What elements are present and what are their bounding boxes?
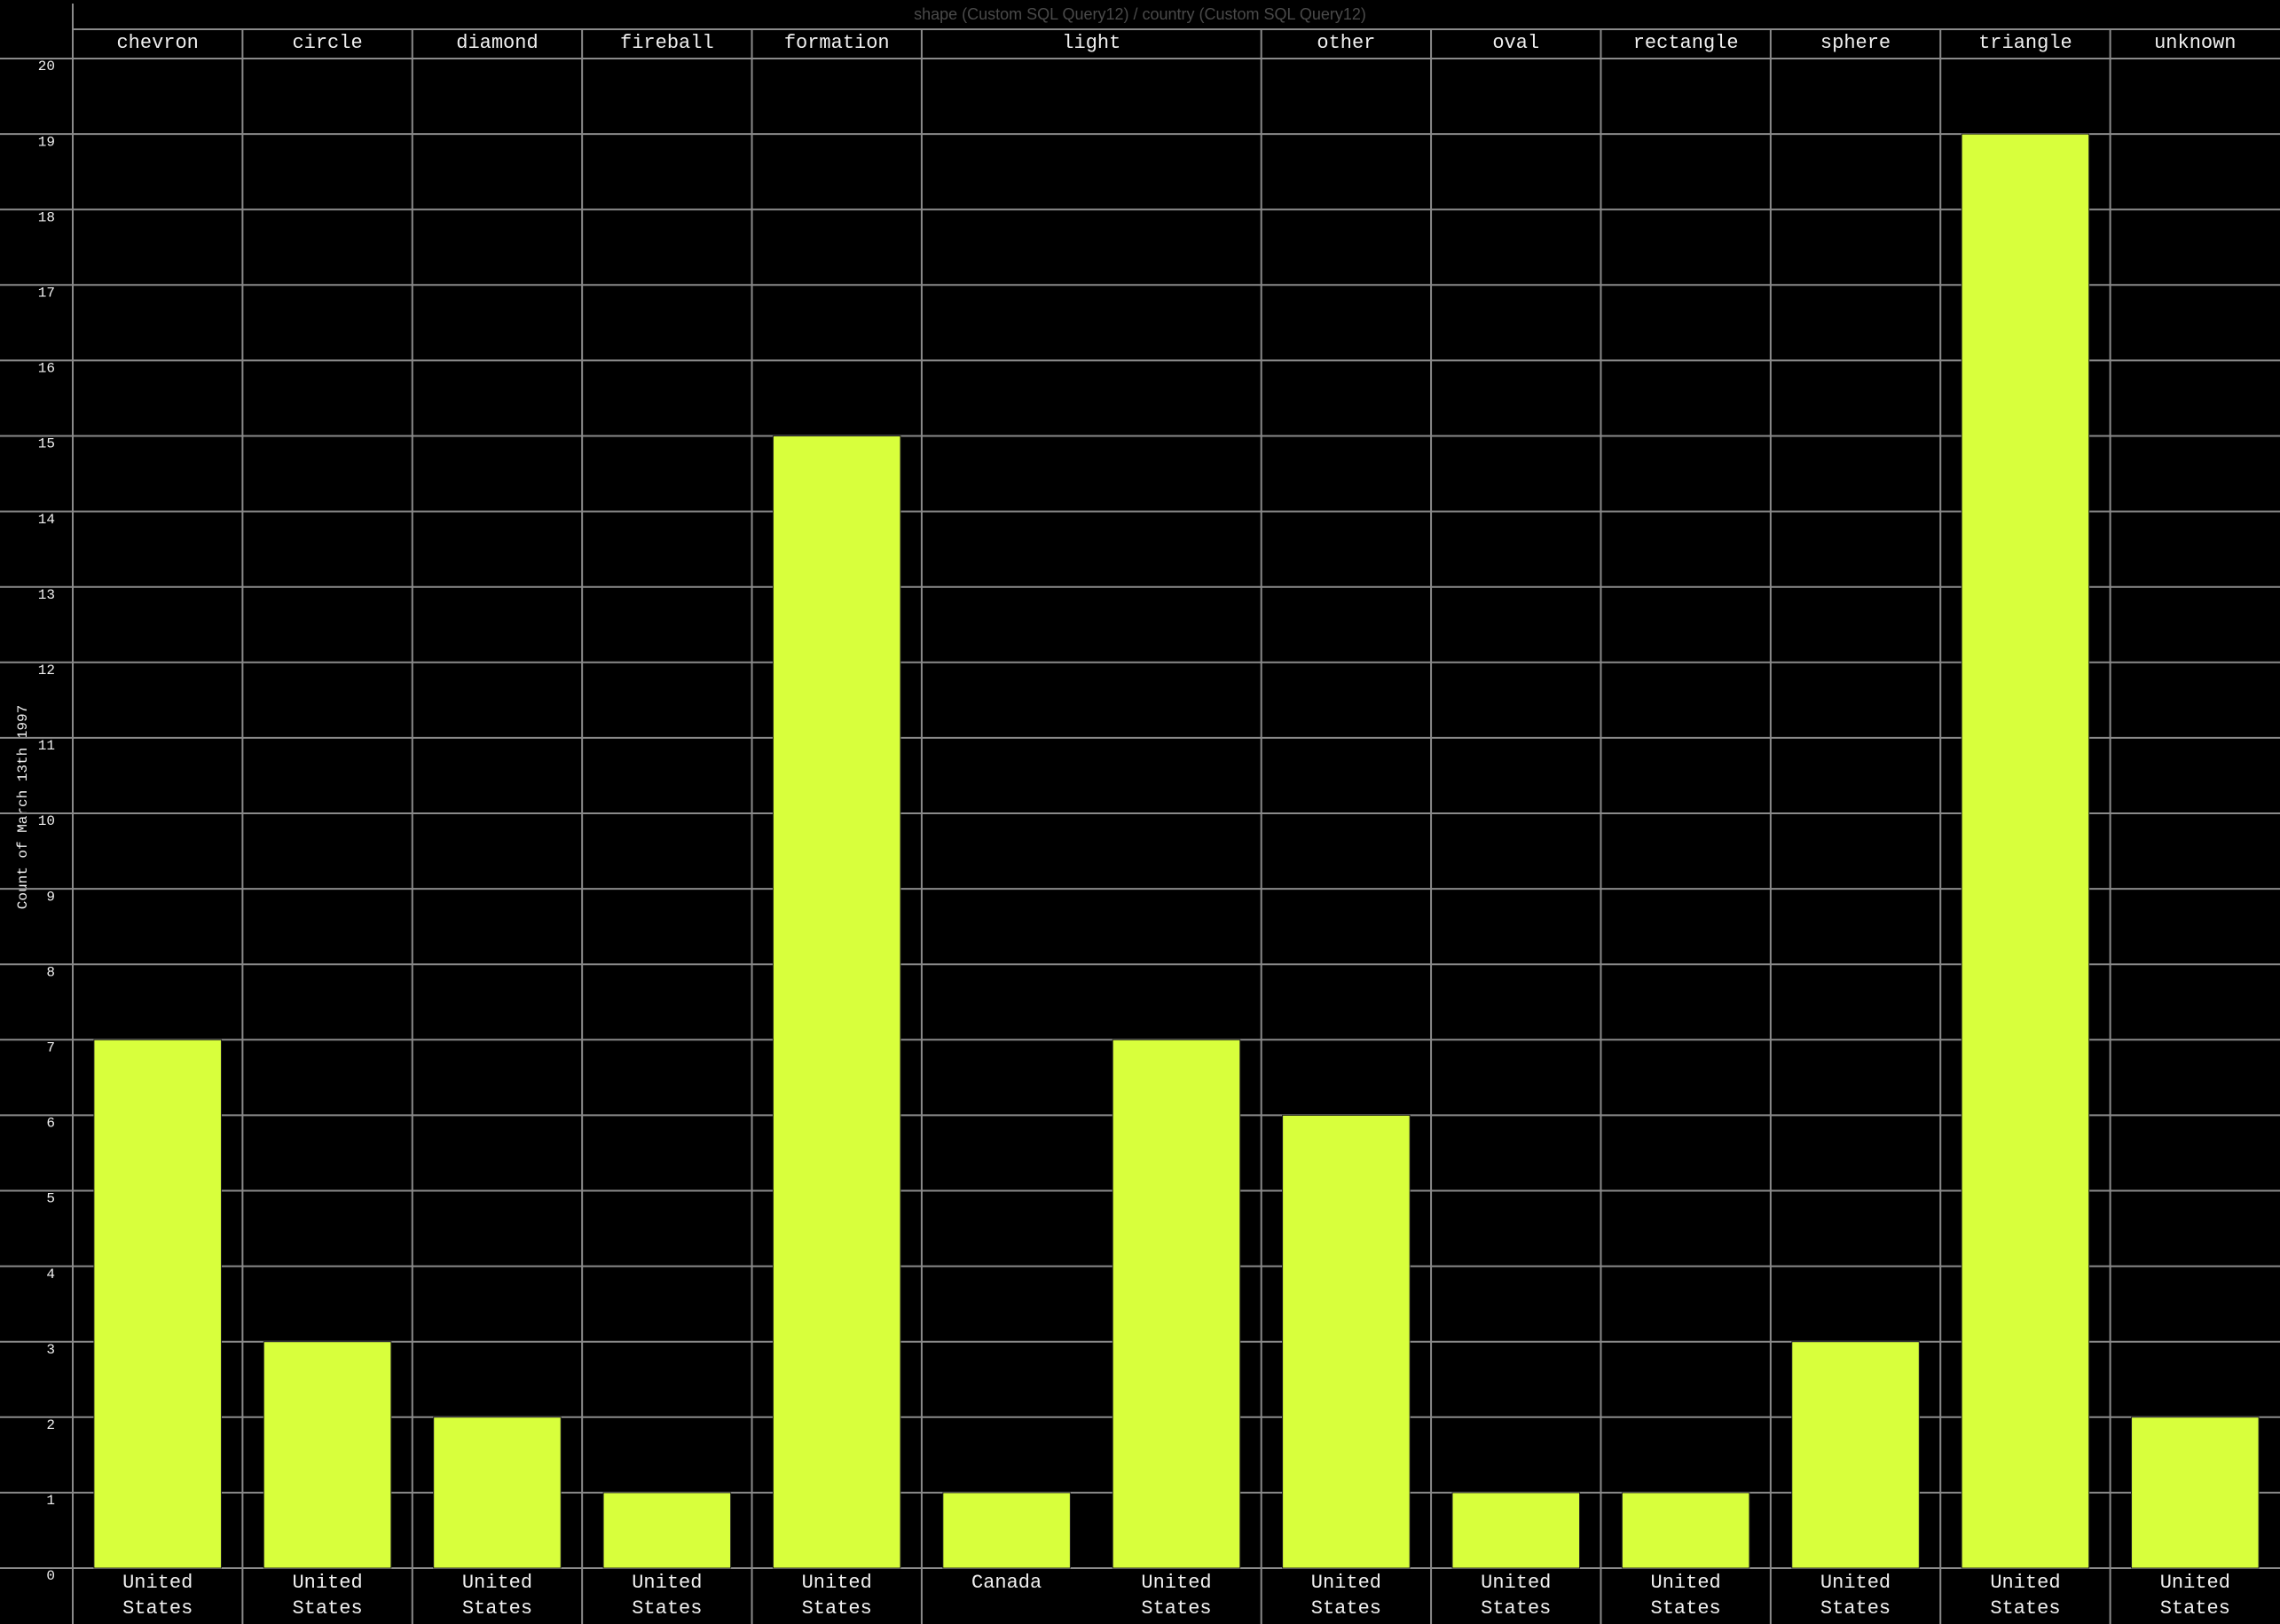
- y-tick-label: 2: [46, 1417, 55, 1433]
- y-tick-label: 14: [38, 512, 55, 528]
- y-tick-label: 12: [38, 663, 55, 679]
- column-header: sphere: [1820, 32, 1891, 54]
- y-tick-label: 3: [46, 1342, 55, 1358]
- x-label-box: United States: [1141, 1572, 1212, 1620]
- column-header: rectangle: [1633, 32, 1739, 54]
- x-tick-label: United States: [1141, 1572, 1212, 1620]
- column-header: circle: [292, 32, 362, 54]
- y-tick-label: 16: [38, 361, 55, 377]
- bar: [1451, 1492, 1581, 1569]
- x-tick-label: United States: [122, 1572, 193, 1620]
- y-axis-label: Count of March 13th 1997: [15, 705, 31, 909]
- column-header: oval: [1492, 32, 1539, 54]
- y-tick-label: 1: [46, 1493, 55, 1509]
- x-label-box: United States: [2159, 1572, 2230, 1620]
- x-label-box: United States: [1650, 1572, 1721, 1620]
- y-tick-label: 20: [38, 59, 55, 75]
- y-tick-label: 10: [38, 813, 55, 829]
- bar: [602, 1492, 732, 1569]
- x-tick-label: United States: [1310, 1572, 1381, 1620]
- y-tick-label: 19: [38, 134, 55, 150]
- column-header: light: [1062, 32, 1120, 54]
- y-tick-label: 6: [46, 1116, 55, 1132]
- bar: [1112, 1039, 1241, 1569]
- y-tick-label: 7: [46, 1040, 55, 1056]
- bar: [1961, 133, 2090, 1569]
- x-tick-label: United States: [1820, 1572, 1891, 1620]
- x-tick-label: United States: [632, 1572, 703, 1620]
- x-label-box: United States: [1820, 1572, 1891, 1620]
- x-tick-label: United States: [801, 1572, 872, 1620]
- column-header: diamond: [456, 32, 538, 54]
- bar: [942, 1492, 1071, 1569]
- x-label-box: Canada: [971, 1572, 1042, 1594]
- x-tick-label: Canada: [971, 1572, 1042, 1594]
- x-label-box: United States: [461, 1572, 533, 1620]
- x-label-box: United States: [122, 1572, 193, 1620]
- column-header: unknown: [2154, 32, 2236, 54]
- x-tick-label: United States: [2159, 1572, 2230, 1620]
- y-tick-label: 18: [38, 209, 55, 225]
- y-tick-label: 8: [46, 964, 55, 980]
- y-tick-label: 0: [46, 1568, 55, 1584]
- bar: [93, 1039, 222, 1569]
- x-tick-label: United States: [1990, 1572, 2061, 1620]
- column-header: formation: [784, 32, 890, 54]
- x-label-box: United States: [801, 1572, 872, 1620]
- y-tick-label: 9: [46, 889, 55, 905]
- x-tick-label: United States: [292, 1572, 363, 1620]
- x-label-box: United States: [292, 1572, 363, 1620]
- x-tick-label: United States: [1650, 1572, 1721, 1620]
- bar: [1791, 1341, 1920, 1569]
- bar: [1282, 1114, 1411, 1569]
- y-tick-label: 13: [38, 587, 55, 603]
- x-tick-label: United States: [1481, 1572, 1552, 1620]
- chart-title: shape (Custom SQL Query12) / country (Cu…: [914, 5, 1366, 23]
- y-tick-label: 4: [46, 1267, 55, 1283]
- x-label-box: United States: [1310, 1572, 1381, 1620]
- bar: [433, 1416, 562, 1569]
- bar: [2131, 1416, 2260, 1569]
- x-tick-label: United States: [461, 1572, 533, 1620]
- column-header: other: [1317, 32, 1375, 54]
- bar: [772, 435, 901, 1569]
- column-header: triangle: [1978, 32, 2072, 54]
- y-tick-label: 15: [38, 436, 55, 452]
- column-header: chevron: [116, 32, 198, 54]
- x-label-box: United States: [1481, 1572, 1552, 1620]
- y-tick-label: 5: [46, 1191, 55, 1207]
- x-label-box: United States: [632, 1572, 703, 1620]
- x-label-box: United States: [1990, 1572, 2061, 1620]
- y-tick-label: 11: [38, 738, 55, 754]
- bar: [263, 1341, 392, 1569]
- y-tick-label: 17: [38, 286, 55, 302]
- column-header: fireball: [620, 32, 714, 54]
- bar: [1621, 1492, 1750, 1569]
